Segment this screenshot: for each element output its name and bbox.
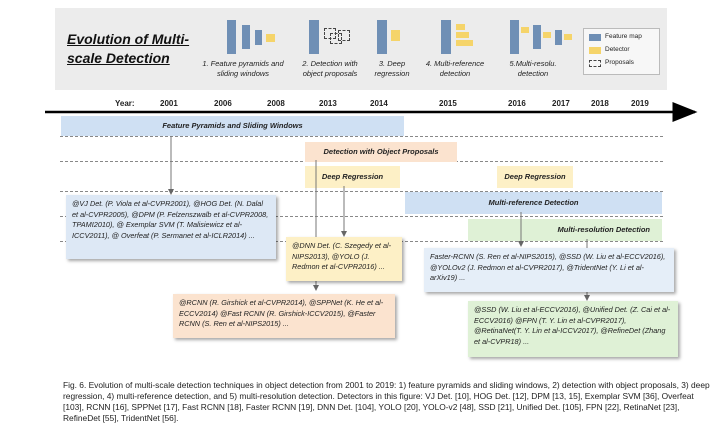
row-divider xyxy=(60,136,663,137)
legend-proposals: Proposals xyxy=(605,59,634,66)
timeline-label: Year: xyxy=(115,99,135,108)
stage-3-label: 3. Deep regression xyxy=(374,59,410,78)
band-deep-regression-1: Deep Regression xyxy=(305,166,400,188)
year-2016: 2016 xyxy=(508,99,526,108)
row-divider xyxy=(60,191,663,192)
ref-box-multi-resolution: @SSD (W. Liu et al-ECCV2016), @Unified D… xyxy=(468,301,678,357)
ref-box-deep-regression: @DNN Det. (C. Szegedy et al-NIPS2013), @… xyxy=(286,237,402,281)
ref-box-sliding-windows: @VJ Det. (P. Viola et al-CVPR2001), @HOG… xyxy=(66,195,276,259)
figure-caption: Fig. 6. Evolution of multi-scale detecti… xyxy=(63,380,710,423)
year-2015: 2015 xyxy=(439,99,457,108)
year-2018: 2018 xyxy=(591,99,609,108)
year-2019: 2019 xyxy=(631,99,649,108)
legend: Feature map Detector Proposals xyxy=(583,28,660,75)
row-divider xyxy=(60,216,663,217)
band-deep-regression-2: Deep Regression xyxy=(497,166,573,188)
diagram-title: Evolution of Multi-scale Detection xyxy=(67,31,190,66)
year-2006: 2006 xyxy=(214,99,232,108)
band-object-proposals: Detection with Object Proposals xyxy=(305,142,457,162)
ref-box-proposals: @RCNN (R. Girshick et al-CVPR2014), @SPP… xyxy=(173,294,395,338)
year-2014: 2014 xyxy=(370,99,388,108)
stage-4-label: 4. Multi-reference detection xyxy=(425,59,485,78)
year-2013: 2013 xyxy=(319,99,337,108)
legend-feature-map: Feature map xyxy=(605,33,642,40)
stage-5-label: 5.Multi-resolu. detection xyxy=(509,59,557,78)
legend-detector: Detector xyxy=(605,46,630,53)
year-2001: 2001 xyxy=(160,99,178,108)
band-multi-reference: Multi-reference Detection xyxy=(405,192,662,214)
stage-1-label: 1. Feature pyramids and sliding windows xyxy=(202,59,284,78)
stage-2-label: 2. Detection with object proposals xyxy=(302,59,358,78)
year-2017: 2017 xyxy=(552,99,570,108)
year-2008: 2008 xyxy=(267,99,285,108)
band-multi-resolution: Multi-resolution Detection xyxy=(468,219,662,241)
band-feature-pyramids: Feature Pyramids and Sliding Windows xyxy=(61,116,404,136)
ref-box-multi-reference: Faster-RCNN (S. Ren et al-NIPS2015), @SS… xyxy=(424,248,674,292)
header-panel xyxy=(55,8,667,90)
